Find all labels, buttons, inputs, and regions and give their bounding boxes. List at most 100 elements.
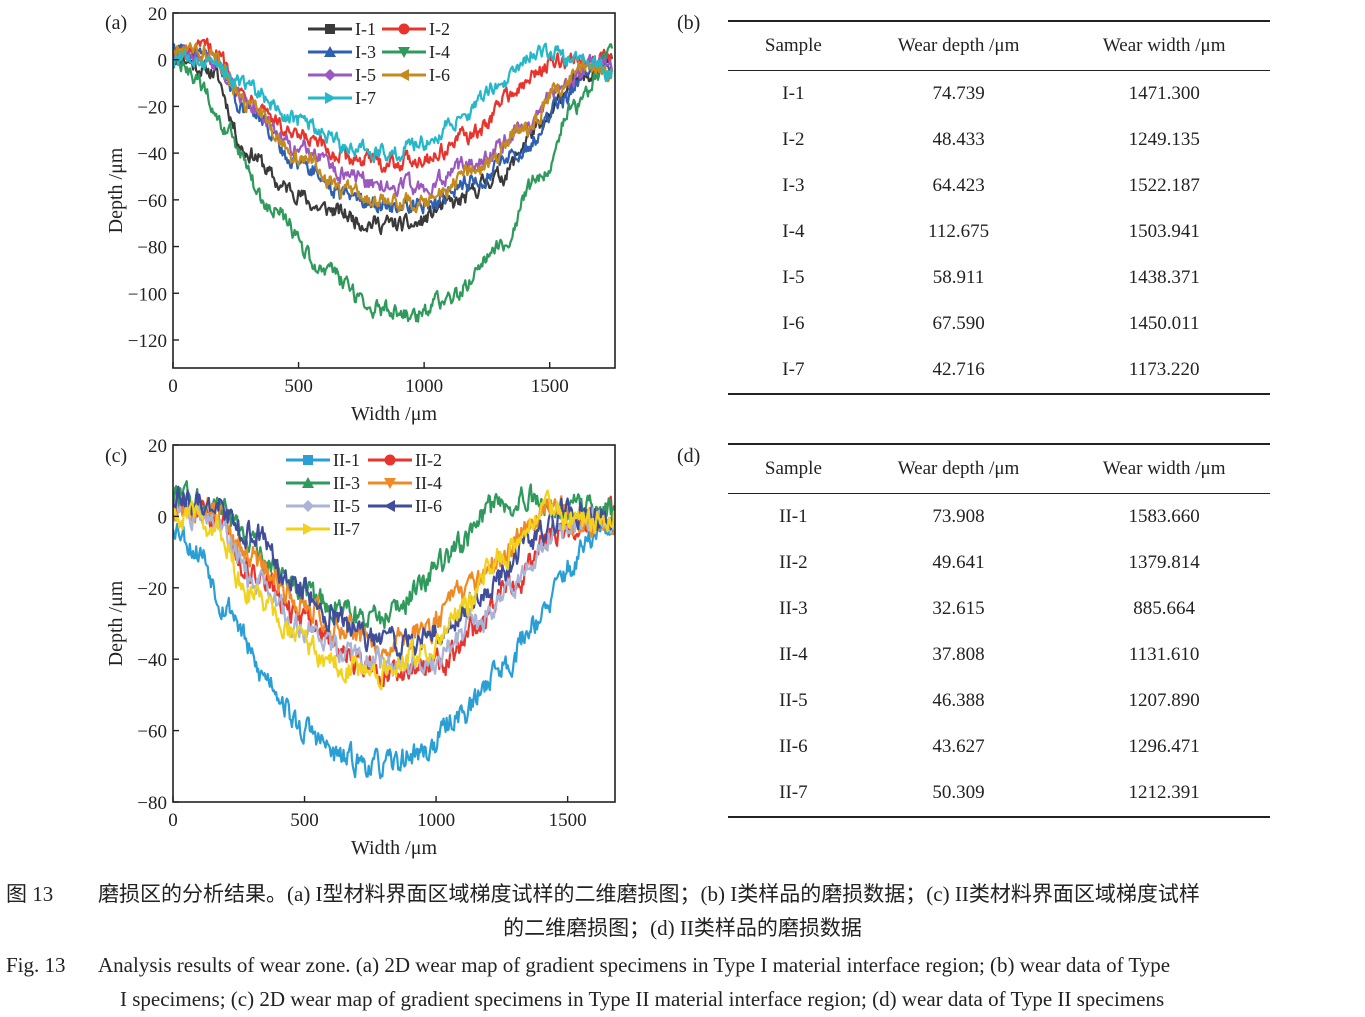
cell-sample: I-2 — [782, 129, 805, 150]
wear-table-d: Sample Wear depth /μm Wear width /μm II-… — [728, 443, 1270, 818]
cell-depth: 64.423 — [932, 175, 985, 196]
caption-cn-line1: 磨损区的分析结果。(a) I型材料界面区域梯度试样的二维磨损图；(b) I类样品… — [98, 882, 1200, 906]
cell-width: 1503.941 — [1128, 221, 1200, 242]
table-row: II-3 32.615 885.664 — [728, 586, 1270, 632]
cell-depth: 43.627 — [932, 736, 985, 757]
x-tick-label: 0 — [168, 376, 178, 397]
y-tick-label: 20 — [148, 436, 167, 457]
panel-label-c: (c) — [105, 445, 128, 467]
cell-sample: II-7 — [728, 770, 859, 818]
series-line-II-6 — [173, 485, 615, 660]
caption-en-number: Fig. 13 — [6, 953, 66, 977]
cell-depth: 42.716 — [858, 347, 1059, 395]
legend-marker — [303, 455, 313, 465]
cell-sample: II-1 — [779, 506, 808, 527]
cell-depth: 48.433 — [932, 129, 985, 150]
wear-table-b: Sample Wear depth /μm Wear width /μm I-1… — [728, 20, 1270, 395]
cell-depth: 112.675 — [928, 221, 990, 242]
caption-cn-line2: 的二维磨损图；(d) II类样品的磨损数据 — [503, 916, 862, 940]
table-row: I-1 74.739 1471.300 — [728, 71, 1270, 118]
legend-marker — [398, 47, 410, 58]
x-tick-label: 500 — [290, 810, 319, 831]
cell-sample: I-6 — [782, 313, 805, 334]
legend-marker — [325, 24, 335, 34]
legend-marker — [302, 500, 314, 512]
series-line-I-5 — [173, 44, 614, 198]
legend-label: I-6 — [429, 65, 450, 85]
cell-sample: I-4 — [782, 221, 805, 242]
y-axis-label: Depth /μm — [105, 147, 127, 233]
caption-en-line2: I specimens; (c) 2D wear map of gradient… — [120, 987, 1165, 1011]
cell-sample: II-2 — [779, 552, 808, 573]
x-tick-label: 0 — [168, 810, 178, 831]
table-row: I-6 67.590 1450.011 — [728, 301, 1270, 347]
table-row: II-7 50.309 1212.391 — [728, 770, 1270, 818]
plot-frame — [172, 444, 616, 803]
header-wear-depth: Wear depth /μm — [897, 458, 1020, 479]
cell-depth: 50.309 — [858, 770, 1059, 818]
legend-label: I-3 — [355, 42, 376, 62]
y-tick-label: −80 — [137, 793, 167, 814]
caption-english: Fig. 13 Analysis results of wear zone. (… — [0, 948, 1365, 1016]
cell-sample: II-3 — [779, 598, 808, 619]
legend-marker — [325, 92, 336, 104]
table-row: II-2 49.641 1379.814 — [728, 540, 1270, 586]
cell-width: 885.664 — [1133, 598, 1196, 619]
legend-label: II-4 — [415, 473, 442, 493]
cell-width: 1583.660 — [1128, 506, 1200, 527]
header-sample: Sample — [764, 458, 822, 479]
plot-frame — [172, 12, 616, 369]
wear-chart-a: 0 500 1000 1500 20 0 −20 −40 −60 −80 −100 −120 Width… — [105, 4, 616, 425]
table-row: I-2 48.433 1249.135 — [728, 117, 1270, 163]
legend-label: I-2 — [429, 19, 450, 39]
series-line-II-5 — [173, 493, 615, 677]
series-line-II-7 — [173, 489, 615, 691]
cell-depth: 37.808 — [932, 644, 985, 665]
y-tick-label: −60 — [137, 191, 167, 212]
legend-label: II-5 — [333, 496, 360, 516]
y-tick-label: −80 — [137, 238, 167, 259]
legend-label: I-5 — [355, 65, 376, 85]
cell-sample: II-4 — [779, 644, 808, 665]
legend-marker — [324, 69, 336, 81]
legend-label: II-6 — [415, 496, 442, 516]
y-tick-label: −20 — [137, 579, 167, 600]
cell-sample: I-7 — [728, 347, 859, 395]
legend-marker — [384, 478, 396, 489]
legend-label: I-1 — [355, 19, 376, 39]
cell-sample: II-5 — [779, 690, 808, 711]
cell-width: 1212.391 — [1058, 770, 1270, 818]
y-tick-label: −40 — [137, 144, 167, 165]
cell-width: 1471.300 — [1128, 83, 1200, 104]
table-row: II-5 46.388 1207.890 — [728, 678, 1270, 724]
legend-label: II-3 — [333, 473, 360, 493]
y-axis-label: Depth /μm — [105, 580, 127, 666]
wear-chart-c: 0 500 1000 1500 20 0 −20 −40 −60 −80 Width /μm Dept… — [105, 436, 616, 859]
y-tick-label: 0 — [158, 51, 168, 72]
cell-width: 1522.187 — [1128, 175, 1200, 196]
series-line-I-7 — [173, 42, 614, 163]
x-axis-label: Width /μm — [351, 403, 437, 425]
y-tick-label: −120 — [128, 331, 167, 352]
legend-label: I-7 — [355, 88, 376, 108]
legend-label: II-7 — [333, 519, 360, 539]
cell-sample: II-6 — [779, 736, 808, 757]
legend-label: II-1 — [333, 450, 360, 470]
y-tick-label: −20 — [137, 97, 167, 118]
y-tick-label: 20 — [148, 4, 167, 25]
table-header-row: Sample Wear depth /μm Wear width /μm — [728, 444, 1270, 494]
cell-width: 1438.371 — [1128, 267, 1200, 288]
x-tick-label: 1500 — [531, 376, 569, 397]
y-tick-label: −60 — [137, 722, 167, 743]
cell-depth: 58.911 — [932, 267, 985, 288]
x-tick-label: 500 — [284, 376, 313, 397]
table-row: II-6 43.627 1296.471 — [728, 724, 1270, 770]
x-tick-label: 1000 — [417, 810, 455, 831]
header-wear-width: Wear width /μm — [1102, 458, 1226, 479]
cell-sample: I-1 — [782, 83, 805, 104]
legend: II-1 II-2 II-3 II-4 II-5 II-6 II-7 — [286, 450, 442, 539]
caption-cn-number: 图 13 — [6, 882, 54, 906]
x-axis-label: Width /μm — [351, 837, 437, 859]
legend-marker — [302, 477, 314, 488]
cell-width: 1173.220 — [1058, 347, 1270, 395]
